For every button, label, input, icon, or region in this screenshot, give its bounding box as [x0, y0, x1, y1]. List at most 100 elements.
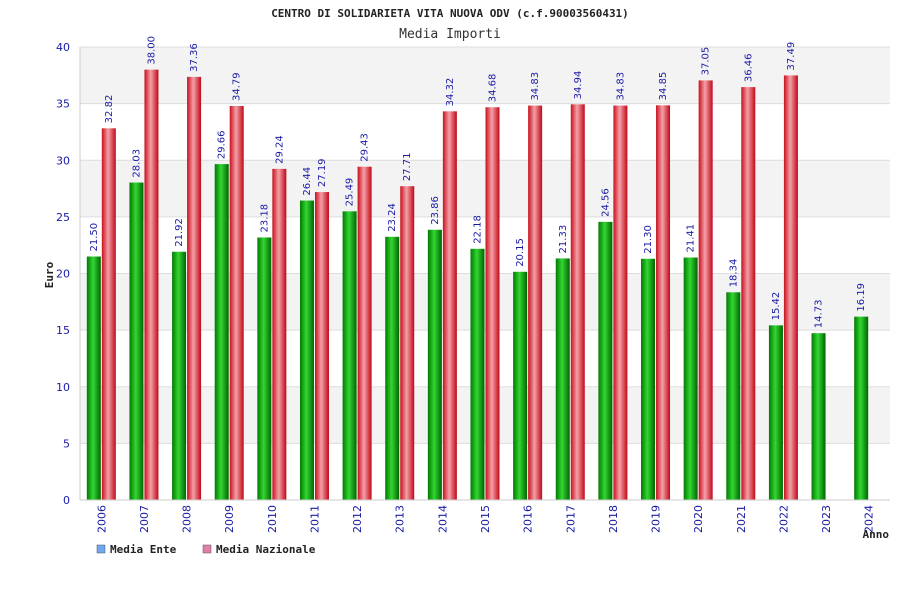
bar-media-nazionale	[656, 105, 671, 500]
bar-media-ente	[683, 257, 698, 500]
y-tick-label: 40	[56, 41, 70, 54]
bar-media-ente	[385, 236, 400, 500]
bar-media-ente	[342, 211, 357, 500]
bar-media-nazionale	[485, 107, 500, 501]
value-label: 15.42	[771, 292, 782, 321]
x-tick-label: 2007	[138, 505, 151, 533]
value-label: 14.73	[814, 300, 825, 329]
value-label: 26.44	[302, 167, 313, 196]
value-label: 34.79	[232, 72, 243, 101]
bar-media-nazionale	[144, 69, 159, 501]
x-tick-label: 2009	[223, 505, 236, 533]
x-tick-label: 2023	[820, 505, 833, 533]
legend-swatch	[96, 544, 106, 554]
plot-band	[80, 443, 890, 500]
bar-media-ente	[598, 221, 613, 500]
bar-media-ente	[257, 237, 272, 500]
y-tick-label: 35	[56, 98, 70, 111]
plot-band	[80, 216, 890, 274]
value-label: 21.50	[89, 223, 100, 252]
value-label: 36.46	[743, 53, 754, 82]
value-label: 34.83	[615, 72, 626, 101]
value-label: 23.18	[259, 204, 270, 233]
x-tick-label: 2017	[564, 505, 577, 533]
x-tick-label: 2014	[436, 505, 449, 533]
value-label: 29.24	[274, 135, 285, 164]
legend-label: Media Nazionale	[216, 543, 316, 556]
x-tick-label: 2012	[351, 505, 364, 533]
value-label: 22.18	[473, 215, 484, 244]
value-label: 37.36	[189, 43, 200, 72]
value-label: 24.56	[600, 188, 611, 217]
bar-media-nazionale	[101, 128, 116, 500]
x-tick-label: 2015	[479, 505, 492, 533]
plot-band	[80, 103, 890, 161]
y-tick-label: 10	[56, 381, 70, 394]
bars	[86, 69, 869, 501]
x-axis-label: Anno	[863, 528, 890, 541]
y-axis-label: Euro	[43, 261, 56, 288]
value-label: 23.86	[430, 196, 441, 225]
value-label: 37.05	[701, 47, 712, 76]
x-tick-label: 2010	[266, 505, 279, 533]
legend-swatch	[202, 544, 212, 554]
bar-media-ente	[172, 251, 187, 500]
bar-media-ente	[214, 164, 229, 500]
bar-media-ente	[299, 200, 314, 500]
bar-media-ente	[427, 229, 442, 500]
bar-media-nazionale	[187, 76, 202, 500]
x-tick-label: 2008	[181, 505, 194, 533]
bar-media-nazionale	[613, 105, 628, 501]
x-tick-label: 2016	[522, 505, 535, 533]
bar-media-nazionale	[783, 75, 798, 500]
bar-media-ente	[811, 333, 826, 500]
bar-media-ente	[513, 271, 528, 500]
value-label: 28.03	[131, 149, 142, 178]
axes	[79, 47, 890, 501]
value-label: 32.82	[104, 95, 115, 124]
y-tick-labels: 0 5 10 15 20 25 30 35 40	[56, 41, 70, 507]
value-label: 34.94	[573, 71, 584, 100]
chart-subtitle: Media Importi	[399, 27, 501, 42]
y-tick-label: 20	[56, 268, 70, 281]
value-label: 25.49	[345, 178, 356, 207]
x-tick-labels: 2006 2007 2008 2009 2010 2011 2012 2013 2014 2015…	[95, 505, 875, 533]
y-tick-label: 0	[63, 494, 70, 507]
value-label: 16.19	[856, 283, 867, 312]
x-tick-label: 2021	[735, 505, 748, 533]
plot-band	[80, 47, 890, 104]
x-tick-label: 2013	[394, 505, 407, 533]
bar-media-nazionale	[442, 111, 457, 501]
bar-media-nazionale	[229, 106, 244, 501]
y-tick-label: 15	[56, 324, 70, 337]
bar-media-ente	[129, 182, 144, 501]
chart-title: CENTRO DI SOLIDARIETA VITA NUOVA ODV (c.…	[271, 7, 629, 20]
bar-media-nazionale	[528, 105, 543, 501]
value-label: 20.15	[515, 238, 526, 267]
bar-media-nazionale	[741, 87, 756, 500]
x-tick-label: 2022	[777, 505, 790, 533]
value-label: 27.71	[402, 153, 413, 182]
x-tick-label: 2019	[650, 505, 663, 533]
bar-media-nazionale	[698, 80, 713, 500]
plot-band	[80, 386, 890, 444]
x-tick-label: 2011	[308, 505, 321, 533]
value-label: 21.41	[686, 224, 697, 253]
x-tick-label: 2018	[607, 505, 620, 533]
y-tick-label: 25	[56, 211, 70, 224]
value-label: 37.49	[786, 42, 797, 71]
bar-media-nazionale	[570, 104, 585, 500]
bar-media-ente	[555, 258, 570, 500]
legend: Media Ente Media Nazionale	[96, 543, 316, 556]
value-label: 18.34	[728, 259, 739, 288]
bar-media-ente	[470, 248, 485, 500]
value-label: 21.92	[174, 218, 185, 247]
bar-media-ente	[768, 325, 783, 500]
value-label: 29.43	[360, 133, 371, 162]
value-label: 38.00	[146, 36, 157, 65]
y-tick-label: 5	[63, 437, 70, 450]
value-label: 34.85	[658, 72, 669, 101]
legend-label: Media Ente	[110, 543, 177, 556]
value-label: 29.66	[217, 130, 228, 159]
